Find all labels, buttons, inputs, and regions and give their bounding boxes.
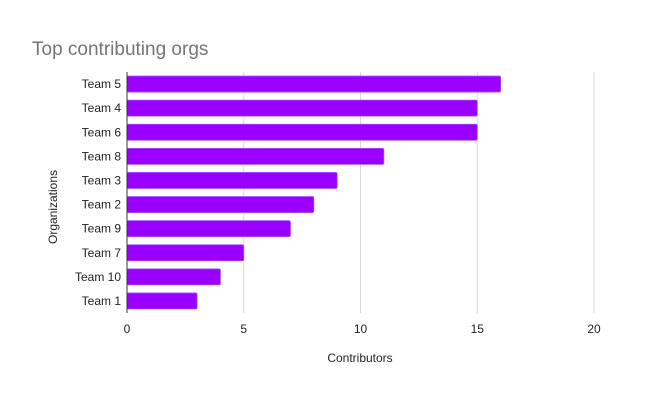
bar: [126, 268, 221, 286]
y-tick-label: Team 8: [82, 149, 122, 163]
y-axis-label: Organizations: [46, 170, 60, 244]
x-tick-label: 5: [240, 322, 247, 336]
x-tick-label: 20: [587, 322, 601, 336]
chart-title: Top contributing orgs: [32, 39, 208, 60]
bar: [126, 147, 385, 165]
bar: [126, 244, 245, 262]
y-tick-label: Team 10: [75, 270, 121, 284]
bar: [126, 220, 291, 238]
y-tick-label: Team 2: [82, 198, 122, 212]
bar: [126, 123, 478, 141]
bar: [126, 75, 502, 93]
bar: [126, 196, 315, 213]
x-axis-label: Contributors: [327, 351, 392, 365]
y-tick-label: Team 9: [82, 222, 122, 236]
y-tick-label: Team 6: [82, 125, 122, 139]
y-tick-label: Team 3: [82, 173, 122, 187]
y-tick-label: Team 4: [82, 101, 122, 115]
bar: [126, 172, 338, 189]
y-tick-label: Team 7: [82, 246, 122, 260]
bar: [126, 99, 478, 117]
y-tick-label: Team 5: [82, 77, 122, 91]
x-tick-label: 0: [124, 322, 131, 336]
bar: [126, 292, 198, 310]
y-tick-label: Team 1: [82, 294, 122, 308]
x-tick-label: 10: [354, 322, 368, 336]
x-tick-label: 15: [471, 322, 485, 336]
